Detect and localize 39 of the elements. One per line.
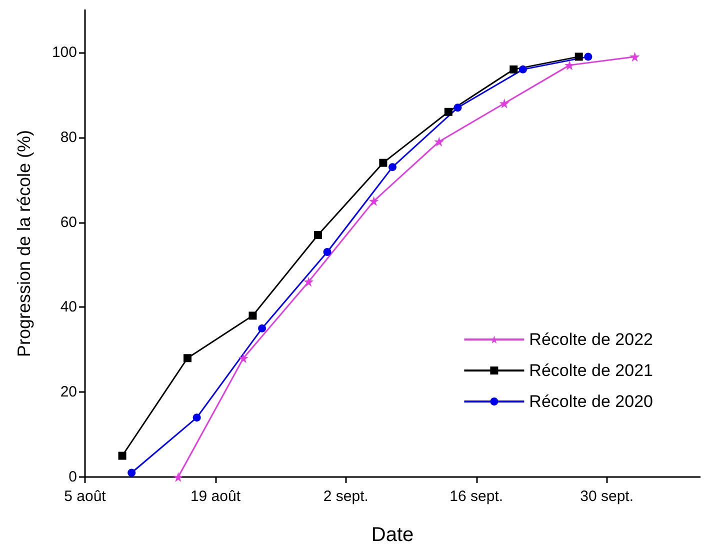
x-axis-title: Date — [371, 524, 414, 546]
point — [379, 158, 388, 167]
point — [173, 472, 184, 482]
point — [444, 108, 452, 116]
point — [323, 248, 332, 256]
point — [304, 276, 314, 287]
y-axis-title: Progression de la récole (%) — [14, 130, 34, 358]
point — [630, 52, 640, 62]
point — [314, 231, 322, 240]
point — [128, 468, 136, 477]
x-tick-label: 16 sept. — [450, 488, 504, 505]
point — [388, 163, 396, 172]
point — [584, 52, 592, 61]
point — [118, 452, 126, 460]
y-tick-label: 80 — [60, 128, 77, 146]
point — [499, 98, 510, 108]
point — [434, 136, 444, 147]
x-tick-label: 5 août — [64, 488, 107, 505]
legend-label: Récolte de 2022 — [529, 330, 654, 349]
y-tick-label: 60 — [60, 214, 77, 231]
y-tick-label: 40 — [60, 298, 77, 316]
point — [248, 312, 257, 320]
point — [518, 65, 527, 74]
point — [192, 414, 201, 422]
point — [238, 353, 248, 364]
x-tick-label: 2 sept. — [323, 488, 368, 505]
point — [574, 52, 583, 61]
point — [184, 354, 192, 362]
y-tick-label: 100 — [52, 44, 77, 61]
point — [368, 196, 379, 206]
x-tick-label: 19 août — [190, 488, 242, 505]
y-tick-label: 0 — [68, 468, 77, 486]
x-tick-label: 30 sept. — [580, 488, 634, 505]
point — [510, 65, 518, 74]
point — [258, 324, 266, 332]
y-tick-label: 20 — [60, 384, 77, 401]
legend-label: Récolte de 2020 — [529, 392, 654, 411]
point — [454, 104, 462, 112]
legend-label: Récolte de 2021 — [529, 361, 654, 380]
